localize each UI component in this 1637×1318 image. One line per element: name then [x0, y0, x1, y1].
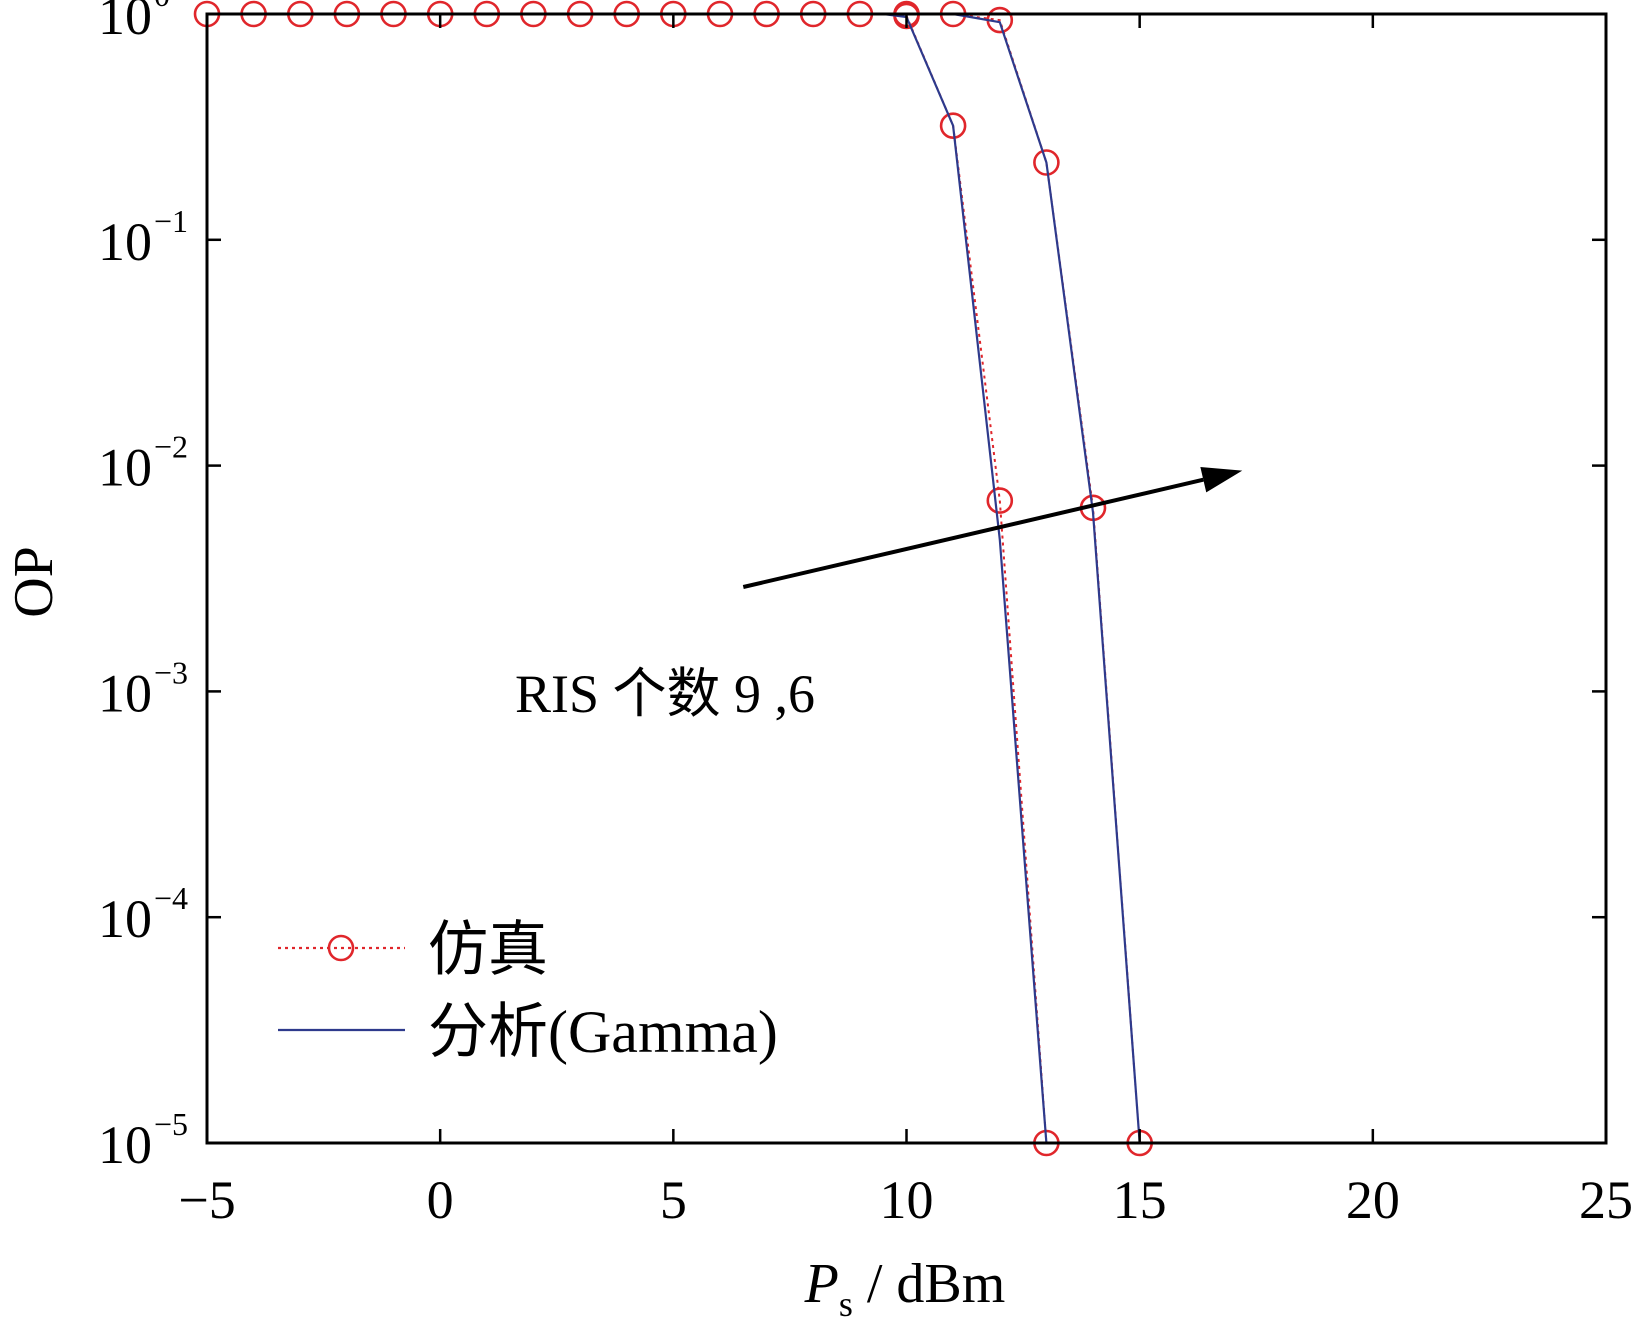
legend-label-0: 仿真 [428, 917, 548, 983]
y-tick-label-2: 10 [98, 438, 152, 498]
y-tick-exp-2: −2 [154, 429, 188, 465]
x-axis-title: Ps / dBm [804, 1253, 1006, 1318]
series-line-3 [207, 12, 1141, 1144]
series-point-1-1 [939, 112, 967, 139]
labels-layer: −5051015202510010−110−210−310−410−5Ps / … [3, 0, 1633, 1318]
x-tick-label-5: 20 [1346, 1170, 1400, 1230]
annotation-arrow-head [1200, 467, 1243, 493]
y-tick-exp-1: −1 [154, 203, 188, 239]
series-layer [193, 0, 1153, 1157]
x-tick-label-3: 10 [880, 1170, 934, 1230]
legend-label-1: 分析(Gamma) [428, 999, 778, 1065]
legend-marker-0 [327, 934, 355, 962]
series-point-0-18 [1033, 149, 1060, 176]
y-tick-label-5: 10 [98, 1115, 152, 1175]
series-line-0 [207, 13, 1141, 1144]
x-tick-label-2: 5 [660, 1170, 687, 1230]
series-line-1 [905, 15, 1048, 1144]
series-line-2 [207, 12, 1048, 1144]
y-tick-label-3: 10 [98, 663, 152, 723]
y-tick-label-4: 10 [98, 889, 152, 949]
y-tick-exp-5: −5 [154, 1106, 188, 1142]
x-tick-label-4: 15 [1113, 1170, 1167, 1230]
x-tick-label-6: 25 [1579, 1170, 1633, 1230]
annotation-text: RIS 个数 9 ,6 [515, 664, 815, 724]
x-tick-label-0: −5 [178, 1170, 235, 1230]
series-point-1-2 [986, 487, 1014, 514]
annotation-arrow-shaft [742, 477, 1204, 589]
y-axis-title: OP [3, 546, 65, 618]
x-tick-label-1: 0 [427, 1170, 454, 1230]
y-tick-exp-4: −4 [154, 880, 188, 916]
y-tick-label-1: 10 [98, 212, 152, 272]
y-tick-label-0: 10 [98, 0, 152, 46]
ticks-layer [205, 12, 1608, 1145]
annotation-layer: RIS 个数 9 ,6 [515, 467, 1243, 724]
y-tick-exp-3: −3 [154, 654, 188, 690]
plot-frame [205, 12, 1608, 1145]
y-tick-exp-0: 0 [154, 0, 170, 13]
